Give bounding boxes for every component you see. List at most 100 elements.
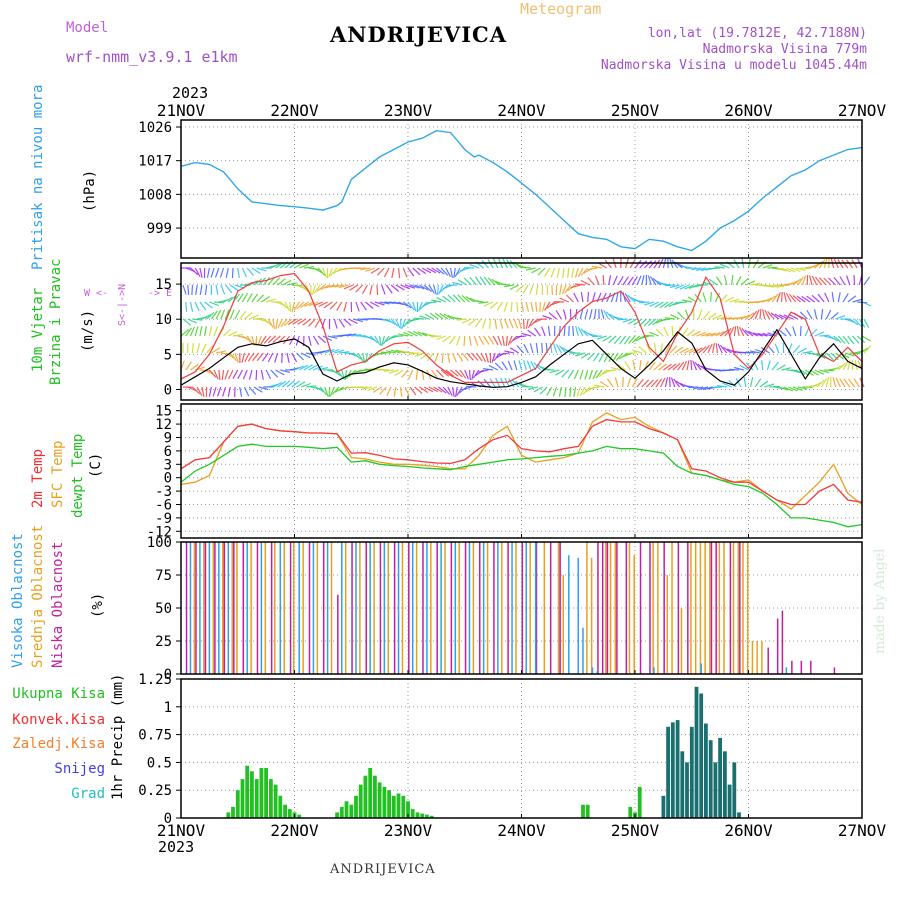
- wind-arrow: [547, 326, 551, 337]
- wind-arrow: [414, 317, 425, 320]
- wind-arrow: [274, 352, 279, 363]
- wind-arrow: [210, 310, 218, 320]
- wind-arrow: [832, 377, 837, 388]
- wind-arrow: [483, 276, 491, 286]
- wind-arrow: [818, 277, 827, 286]
- wind-arrow: [494, 362, 503, 371]
- wind-arrow: [243, 386, 250, 397]
- wind-arrow: [452, 352, 457, 363]
- wind-arrow: [261, 352, 269, 362]
- wind-arrow: [523, 343, 529, 354]
- wind-arrow: [260, 335, 267, 345]
- wind-arrow: [714, 266, 725, 269]
- wind-arrow: [471, 369, 475, 380]
- wind-arrow: [481, 259, 489, 269]
- wind-arrow: [379, 335, 382, 346]
- wind-arrow: [633, 318, 643, 326]
- wind-arrow: [201, 314, 212, 320]
- wind-arrow: [679, 284, 690, 290]
- wind-arrow: [691, 330, 701, 337]
- wind-arrow: [740, 277, 749, 286]
- wind-arrow: [576, 386, 581, 397]
- wind-arrow: [754, 378, 762, 388]
- precip-total-bar: [401, 795, 406, 818]
- wind-arrow: [452, 281, 463, 286]
- wind-arrow: [436, 297, 447, 303]
- wind-arrow: [297, 318, 307, 325]
- wind-arrow: [296, 301, 305, 310]
- wind-arrow: [426, 352, 435, 362]
- wind-arrow: [229, 284, 239, 292]
- wind-arrow: [353, 318, 364, 323]
- wind-arrow: [395, 284, 405, 291]
- wind-arrow: [701, 332, 711, 337]
- wind-arrow: [837, 335, 846, 344]
- precip-total-bar: [391, 795, 396, 818]
- wind-arrow: [702, 344, 710, 354]
- wind-arrow: [567, 267, 570, 278]
- wind-arrow: [846, 259, 854, 269]
- precip-total-bar: [628, 806, 633, 818]
- page-title: ANDRIJEVICA: [330, 22, 508, 47]
- wind-arrow: [664, 377, 669, 388]
- wind-arrow: [673, 378, 681, 388]
- wind-arrow: [357, 352, 364, 362]
- wind-arrow: [716, 385, 727, 388]
- wind-arrow: [648, 260, 657, 269]
- wind-arrow: [684, 348, 694, 354]
- wind-arrow: [199, 267, 203, 278]
- wind-arrow: [320, 284, 330, 290]
- wind-arrow: [580, 352, 591, 359]
- wind-arrow: [653, 259, 661, 269]
- temp-dewpt-line: [180, 443, 863, 528]
- x-tick-label-top: 25NOV: [611, 101, 660, 120]
- wind-arrow: [541, 326, 546, 337]
- wind-ytick-label: 10: [155, 312, 172, 328]
- wind-arrow: [244, 312, 253, 320]
- precip-total-bar: [339, 806, 344, 818]
- wind-arrow: [663, 363, 672, 371]
- wind-arrow: [199, 301, 207, 311]
- wind-arrow: [252, 352, 260, 362]
- wind-arrow: [525, 267, 536, 271]
- wind-arrow: [526, 360, 532, 371]
- wind-arrow: [644, 260, 652, 269]
- wind-arrow: [277, 318, 283, 329]
- wind-arrow: [559, 284, 562, 295]
- wind-arrow: [365, 301, 374, 309]
- wind-arrow: [343, 284, 354, 290]
- wind-arrow: [211, 347, 221, 354]
- wind-arrow: [730, 275, 734, 286]
- wind-arrow: [694, 361, 702, 371]
- wind-arrow: [208, 369, 217, 378]
- wind-arrow: [849, 318, 859, 326]
- wind-arrow: [649, 276, 657, 286]
- wind-arrow: [610, 366, 621, 371]
- wind-arrow: [483, 378, 491, 388]
- wind-arrow: [539, 301, 542, 313]
- wind-arrow: [429, 312, 439, 320]
- wind-arrow: [792, 294, 801, 303]
- wind-arrow: [786, 267, 796, 273]
- wind-arrow: [201, 343, 207, 354]
- wind-arrow: [215, 309, 222, 320]
- wind-arrow: [284, 301, 291, 312]
- wind-arrow: [256, 294, 265, 303]
- wind-arrow: [381, 284, 386, 295]
- wind-arrow: [698, 386, 709, 391]
- wind-arrow: [436, 267, 445, 275]
- wind-arrow: [743, 377, 747, 388]
- wind-arrow: [355, 301, 360, 312]
- wind-arrow: [225, 352, 235, 359]
- wind-arrow: [863, 345, 872, 354]
- wind-arrow: [341, 333, 352, 337]
- wind-arrow: [475, 352, 483, 362]
- wind-arrow: [442, 335, 451, 343]
- precip-ytick-label: 1: [164, 700, 172, 716]
- wind-arrow: [617, 318, 628, 321]
- wind-arrow: [333, 284, 344, 288]
- wind-arrow: [778, 329, 787, 337]
- wind-arrow: [555, 369, 565, 376]
- wind-arrow: [660, 318, 671, 322]
- wind-arrow: [513, 360, 518, 371]
